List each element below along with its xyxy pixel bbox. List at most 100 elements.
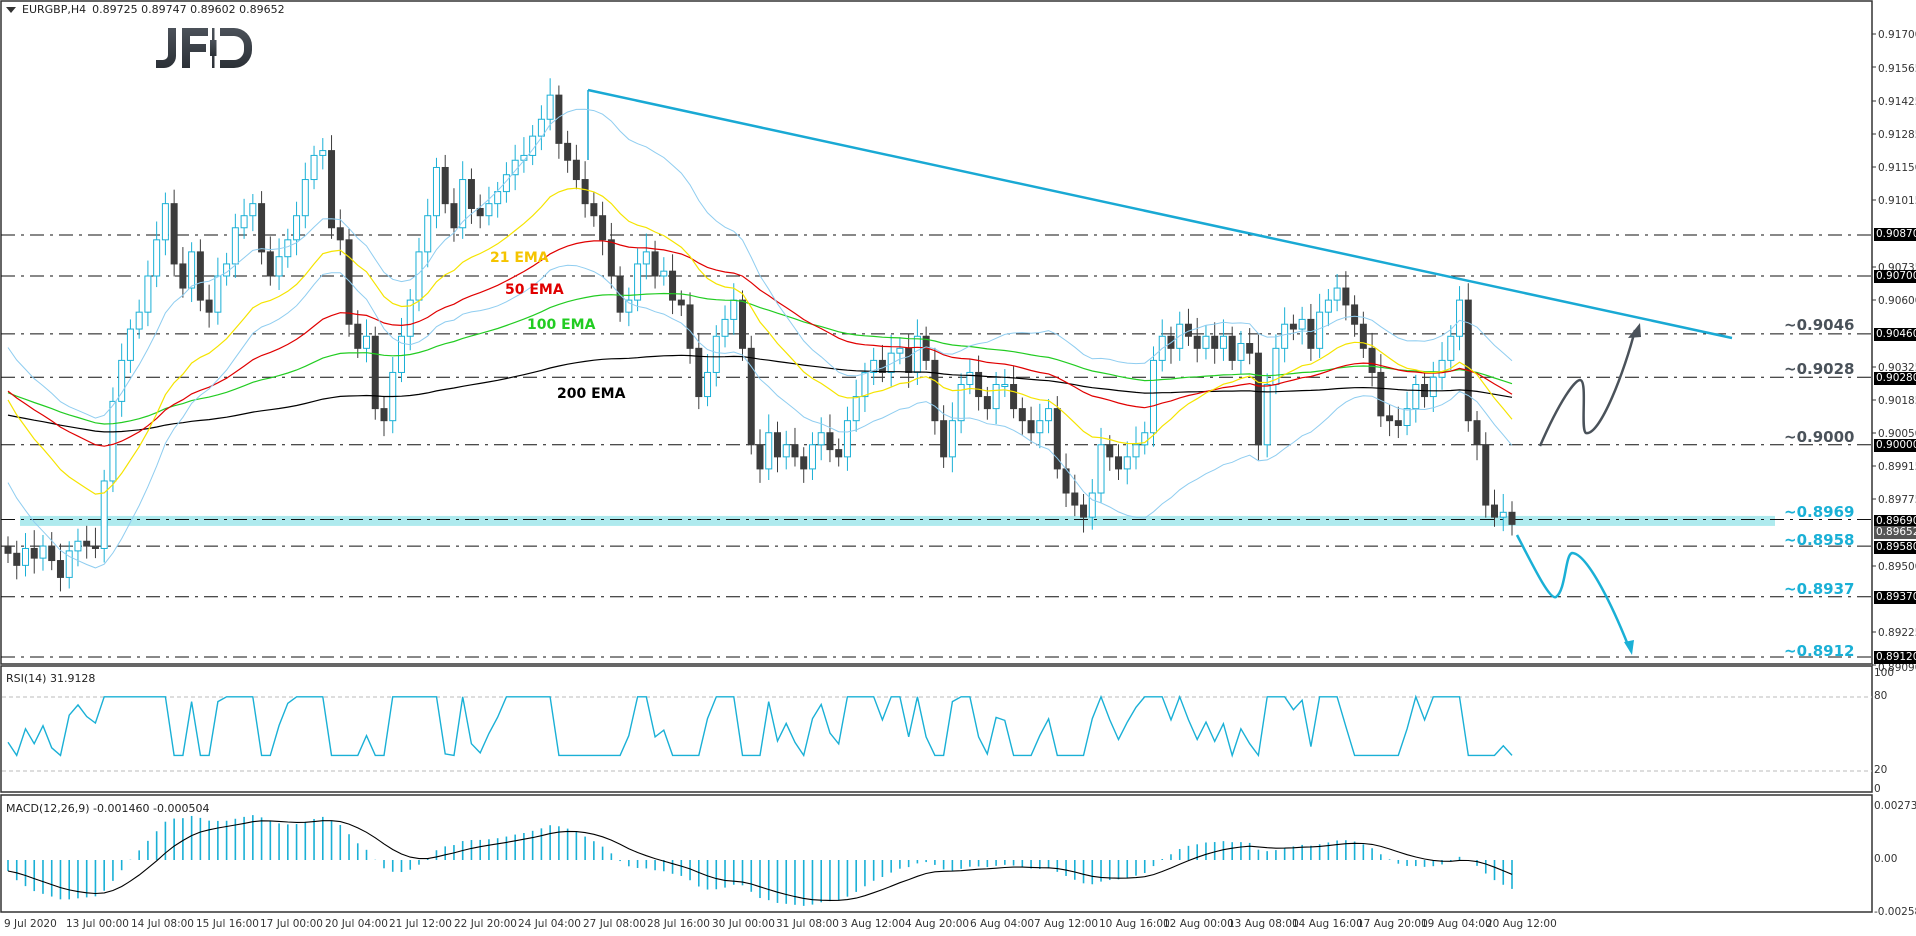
- bull-candle: [1298, 318, 1306, 330]
- bear-candle: [1464, 299, 1472, 422]
- bull-candle: [424, 215, 432, 253]
- symbol-label: EURGBP,H4: [22, 3, 87, 16]
- bull-candle: [494, 191, 502, 205]
- bear-candle: [336, 227, 344, 241]
- ema50-line: [7, 240, 1513, 447]
- bear-candle: [258, 203, 266, 253]
- bear-candle: [1106, 444, 1114, 458]
- bull-candle: [1281, 323, 1289, 349]
- time-tick: 14 Aug 16:00: [1292, 918, 1363, 930]
- bear-candle: [13, 552, 21, 566]
- bear-candle: [651, 251, 659, 277]
- bear-candle: [266, 251, 274, 277]
- bull-candle: [765, 432, 773, 470]
- time-tick: 3 Aug 12:00: [841, 918, 906, 930]
- bear-candle: [1368, 347, 1376, 373]
- bear-candle: [1246, 343, 1254, 354]
- bear-candle: [1342, 287, 1350, 306]
- time-tick: 9 Jul 2020: [4, 918, 57, 930]
- price-tick: 0.89775: [1878, 494, 1916, 506]
- bull-candle: [1403, 408, 1411, 426]
- bear-candle: [205, 299, 213, 313]
- ema200-line: [7, 354, 1513, 433]
- collapse-triangle-icon[interactable]: [6, 6, 16, 13]
- time-tick: 21 Jul 12:00: [389, 918, 452, 930]
- time-tick: 22 Jul 20:00: [454, 918, 517, 930]
- bear-candle: [1211, 335, 1219, 349]
- downtrend-line: [587, 88, 1733, 340]
- rsi-label: RSI(14) 31.9128: [6, 672, 96, 685]
- bear-candle: [756, 444, 764, 470]
- price-tick: 0.91015: [1878, 195, 1916, 207]
- bear-candle: [1228, 335, 1236, 361]
- bull-candle: [109, 400, 117, 482]
- time-tick: 7 Aug 12:00: [1034, 918, 1099, 930]
- bull-candle: [546, 94, 554, 120]
- rsi-panel-frame: [0, 665, 1873, 793]
- bear-candle: [1508, 511, 1516, 525]
- macd-label: MACD(12,26,9) -0.001460 -0.000504: [6, 802, 210, 815]
- bearish-scenario-arrow: [1515, 534, 1630, 646]
- bull-candle: [135, 311, 143, 330]
- bear-candle: [467, 179, 475, 209]
- bear-candle: [380, 408, 388, 422]
- macd-tick: -0.002582: [1874, 906, 1916, 918]
- bull-candle: [992, 384, 1000, 410]
- bull-candle: [1141, 432, 1149, 446]
- bear-candle: [1386, 415, 1394, 422]
- bull-candle: [1324, 299, 1332, 313]
- time-tick: 30 Jul 00:00: [712, 918, 775, 930]
- time-tick: 24 Jul 04:00: [518, 918, 581, 930]
- ema100-line: [7, 292, 1513, 425]
- bear-candle: [1351, 304, 1359, 325]
- bull-candle: [870, 359, 878, 373]
- bear-candle: [590, 203, 598, 217]
- bear-candle: [1193, 335, 1201, 349]
- bear-candle: [1115, 456, 1123, 470]
- bull-candle: [406, 299, 414, 337]
- bear-candle: [1254, 352, 1262, 446]
- main-panel-frame: [0, 0, 1873, 665]
- price-box-89370: 0.89370: [1874, 591, 1916, 604]
- jfd-logo: [154, 26, 258, 76]
- bear-candle: [1053, 408, 1061, 470]
- time-tick: 19 Aug 04:00: [1421, 918, 1492, 930]
- level-label-8912: ~0.8912: [1784, 642, 1855, 660]
- rsi-tick: 80: [1874, 690, 1888, 702]
- bull-candle: [782, 444, 790, 458]
- bull-candle: [861, 371, 869, 398]
- bull-candle: [1499, 511, 1507, 518]
- bear-candle: [1027, 420, 1035, 434]
- bull-candle: [1045, 408, 1053, 422]
- bull-candle: [310, 154, 318, 181]
- bull-candle: [240, 215, 248, 229]
- bear-candle: [983, 396, 991, 410]
- bull-candle: [485, 203, 493, 217]
- bull-candle: [625, 299, 633, 313]
- bear-candle: [773, 432, 781, 458]
- ema50-label: 50 EMA: [505, 282, 564, 298]
- bull-candle: [852, 396, 860, 422]
- bull-candle: [1149, 359, 1157, 434]
- level-label-9000: ~0.9000: [1784, 428, 1855, 446]
- bear-candle: [1473, 420, 1481, 446]
- bull-candle: [1036, 420, 1044, 434]
- bear-candle: [905, 347, 913, 373]
- bull-candle: [397, 335, 405, 373]
- bull-candle: [284, 239, 292, 258]
- rsi-tick: 0: [1874, 783, 1881, 795]
- bull-candle: [721, 318, 729, 337]
- bull-candle: [39, 545, 47, 559]
- level-label-9046: ~0.9046: [1784, 316, 1855, 334]
- level-label-8958: ~0.8958: [1784, 531, 1855, 549]
- bear-candle: [931, 359, 939, 422]
- bear-candle: [616, 275, 624, 313]
- bear-candle: [1071, 492, 1079, 506]
- bull-candle: [957, 384, 965, 422]
